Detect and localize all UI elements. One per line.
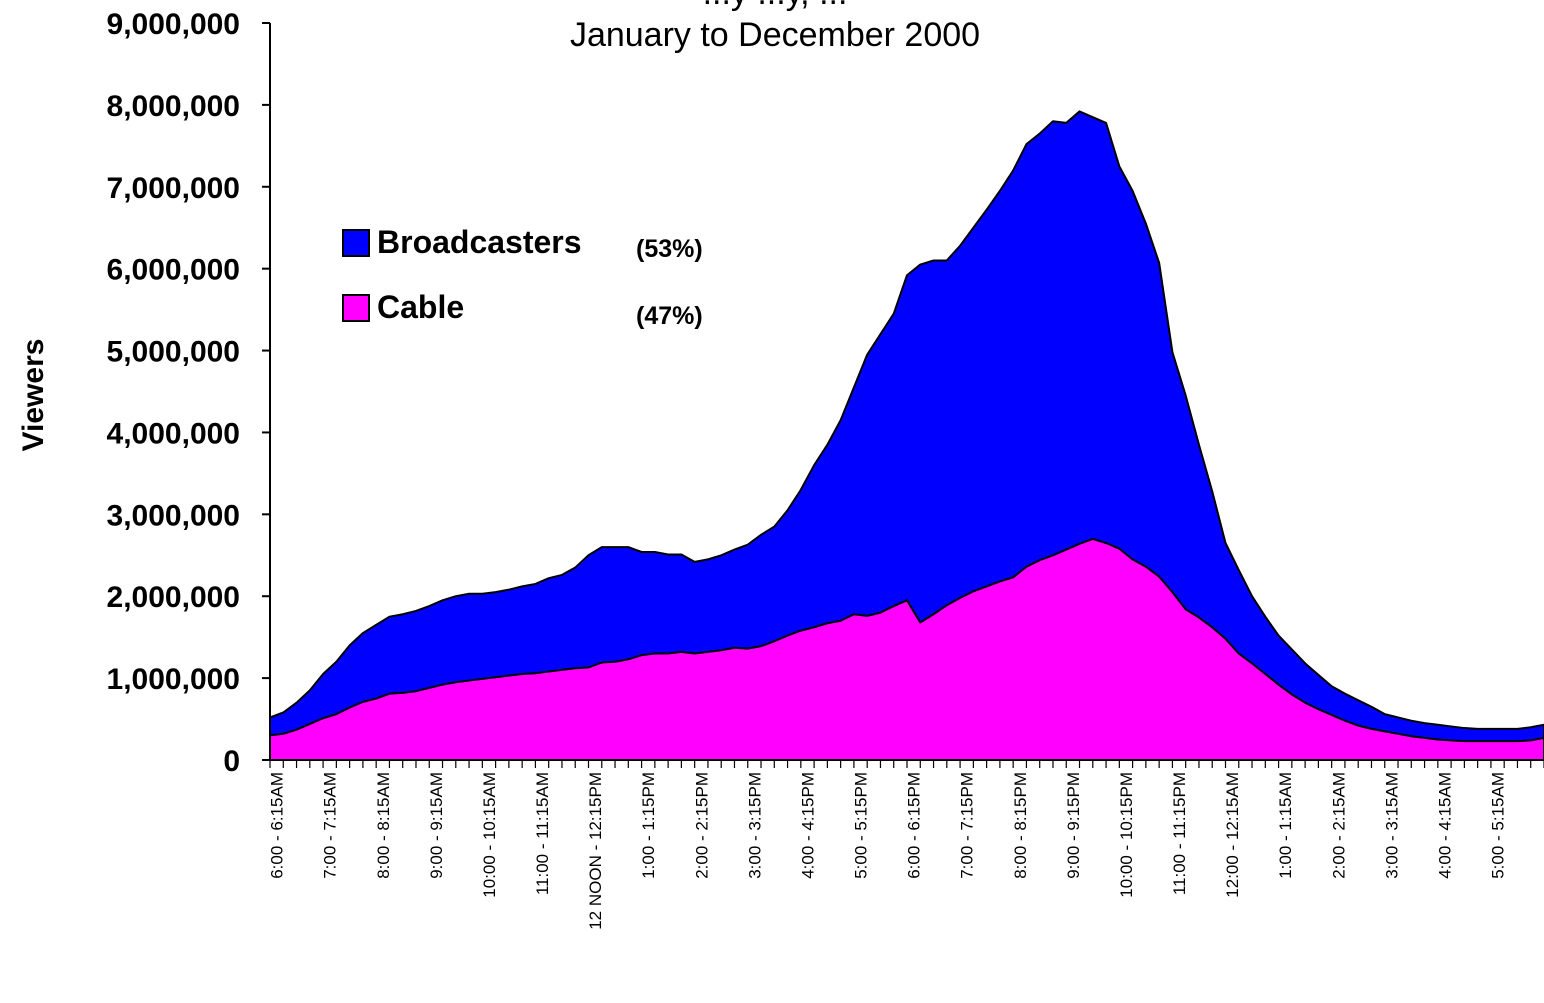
y-tick-label: 6,000,000	[107, 254, 240, 287]
legend: Broadcasters (53%) Cable (47%)	[342, 224, 703, 330]
y-tick-label: 4,000,000	[107, 417, 240, 450]
x-tick-label: 2:00 - 2:15PM	[692, 772, 711, 879]
x-tick-label: 4:00 - 4:15PM	[798, 772, 817, 879]
legend-swatch-cable	[342, 294, 370, 322]
y-tick-label: 1,000,000	[107, 663, 240, 696]
x-tick-label: 7:00 - 7:15PM	[958, 772, 977, 879]
y-tick-label: 3,000,000	[107, 499, 240, 532]
area-cable	[269, 537, 1544, 761]
series-layer	[269, 110, 1544, 761]
x-tick-label: 9:00 - 9:15PM	[1064, 772, 1083, 879]
x-tick-label: 3:00 - 3:15PM	[745, 772, 764, 879]
area-broadcasters	[269, 110, 1544, 761]
x-tick-label: 1:00 - 1:15PM	[639, 772, 658, 879]
legend-label-cable: Cable	[377, 289, 464, 325]
y-tick-label: 5,000,000	[107, 336, 240, 369]
y-tick-label: 7,000,000	[107, 172, 240, 205]
legend-swatch-broadcasters	[342, 229, 370, 257]
y-axis-label: Viewers	[17, 339, 50, 452]
y-tick-label: 0	[223, 745, 240, 778]
x-tick-label: 12 NOON - 12:15PM	[586, 772, 605, 930]
x-tick-label: 5:00 - 5:15AM	[1489, 772, 1508, 879]
legend-label-broadcasters: Broadcasters	[377, 224, 582, 260]
x-tick-label: 6:00 - 6:15PM	[905, 772, 924, 879]
x-tick-label: 11:00 - 11:15PM	[1170, 772, 1189, 895]
x-tick-label: 2:00 - 2:15AM	[1329, 772, 1348, 879]
x-tick-label: 9:00 - 9:15AM	[427, 772, 446, 879]
x-tick-label: 10:00 - 10:15PM	[1117, 772, 1136, 898]
chart-title-partial: ...y ...y, ...	[703, 0, 848, 12]
legend-share-cable: (47%)	[636, 302, 703, 330]
axes-layer: 0 1,000,000 2,000,000 3,000,000 4,000,000 5,0…	[107, 8, 1544, 930]
chart-subtitle: January to December 2000	[570, 16, 980, 54]
x-tick-label: 8:00 - 8:15AM	[374, 772, 393, 879]
x-tick-label: 6:00 - 6:15AM	[268, 772, 287, 879]
legend-share-broadcasters: (53%)	[636, 235, 703, 263]
x-tick-label: 5:00 - 5:15PM	[852, 772, 871, 879]
y-tick-label: 9,000,000	[107, 8, 240, 41]
x-tick-label: 10:00 - 10:15AM	[480, 772, 499, 898]
y-tick-label: 2,000,000	[107, 581, 240, 614]
x-tick-label: 11:00 - 11:15AM	[533, 772, 552, 895]
x-tick-label: 4:00 - 4:15AM	[1435, 772, 1454, 879]
x-tick-label: 1:00 - 1:15AM	[1276, 772, 1295, 879]
y-tick-label: 8,000,000	[107, 90, 240, 123]
x-tick-label: 7:00 - 7:15AM	[321, 772, 340, 879]
x-tick-label: 3:00 - 3:15AM	[1382, 772, 1401, 879]
x-tick-label: 12:00 - 12:15AM	[1223, 772, 1242, 898]
x-tick-label: 8:00 - 8:15PM	[1011, 772, 1030, 879]
